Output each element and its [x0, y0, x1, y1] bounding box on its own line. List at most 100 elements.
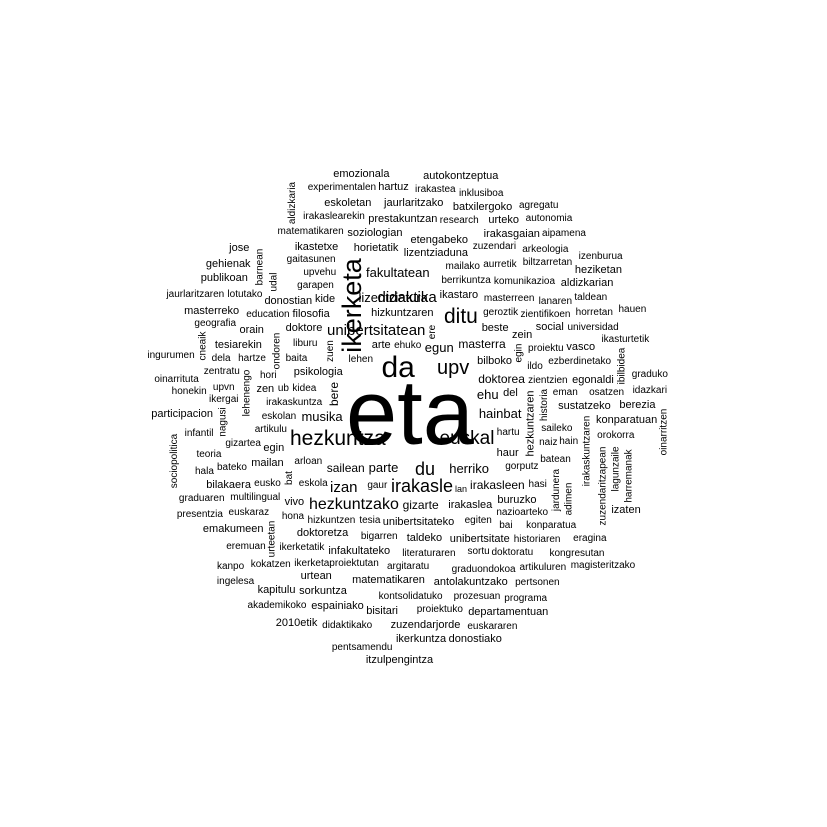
cloud-word: arloan	[294, 455, 323, 467]
cloud-word: masterra	[458, 337, 506, 352]
cloud-word: etengabeko	[410, 233, 468, 246]
cloud-word: sustatzeko	[558, 400, 611, 413]
cloud-word: geografia	[194, 318, 237, 330]
cloud-word: agregatu	[518, 200, 559, 212]
cloud-word: doktorea	[478, 372, 525, 387]
cloud-word: donostiako	[448, 633, 502, 646]
cloud-word: pentsamendu	[331, 641, 393, 653]
cloud-word: berrikuntza	[441, 274, 491, 286]
cloud-word: lanaren	[538, 296, 573, 308]
cloud-word: multilingual	[230, 492, 281, 504]
cloud-word: ehu	[476, 387, 499, 403]
cloud-word: irakasleen	[470, 478, 525, 493]
cloud-word: autokontzeptua	[423, 170, 499, 183]
cloud-word: nagusi	[217, 407, 229, 437]
cloud-word: taldean	[574, 292, 608, 304]
cloud-word: nazioarteko	[496, 507, 549, 519]
cloud-word: udal	[267, 272, 279, 292]
cloud-word: liburu	[293, 337, 318, 349]
cloud-word: irakaslea	[448, 498, 493, 511]
cloud-word: horretan	[575, 307, 613, 319]
cloud-word: irakaslearekin	[303, 211, 365, 222]
cloud-word: bilboko	[477, 354, 513, 367]
cloud-word: lehen	[348, 353, 373, 365]
cloud-word: lagunzaile	[610, 446, 622, 492]
cloud-word: eragina	[573, 533, 607, 545]
cloud-word: ikerkuntza	[395, 632, 447, 645]
cloud-word: upv	[437, 357, 470, 379]
cloud-word: hasi	[528, 478, 547, 490]
cloud-word: itzulpengintza	[365, 654, 434, 667]
cloud-word: filosofia	[292, 307, 330, 320]
cloud-word: biltzarretan	[522, 256, 573, 268]
cloud-word: sailean	[326, 460, 365, 475]
cloud-word: gehienak	[205, 257, 251, 270]
cloud-word: kontsolidatuko	[378, 590, 443, 602]
cloud-word: idazkari	[632, 385, 668, 397]
cloud-word: emakumeen	[202, 523, 264, 536]
cloud-word: proiektuko	[416, 604, 463, 616]
cloud-word: upvn	[212, 381, 235, 393]
cloud-word: orokorra	[597, 429, 635, 441]
cloud-word: tesiarekin	[214, 339, 262, 352]
cloud-word: kongresutan	[549, 547, 605, 559]
cloud-word: ingurumen	[147, 350, 195, 362]
cloud-word: lizentziatura	[358, 289, 428, 305]
cloud-word: hezkuntzaren	[524, 390, 537, 457]
cloud-word: aurretik	[483, 259, 517, 271]
cloud-word: izaten	[611, 503, 641, 516]
cloud-word: saileko	[541, 423, 573, 435]
cloud-word: eremuan	[226, 540, 266, 552]
cloud-word: zuzendari	[472, 241, 517, 253]
cloud-word: haur	[496, 446, 519, 459]
cloud-word: zientzien	[528, 374, 568, 386]
cloud-word: teoria	[196, 448, 222, 460]
cloud-word: programa	[504, 593, 548, 605]
cloud-word: barnean	[253, 248, 265, 286]
cloud-word: gizartea	[225, 438, 261, 450]
cloud-word: unibertsitate	[449, 532, 510, 545]
cloud-word: hartze	[238, 352, 266, 364]
cloud-word: didaktikako	[322, 619, 373, 631]
cloud-word: garapen	[297, 280, 334, 292]
cloud-word: lehenengo	[240, 369, 252, 416]
cloud-word: aldizkarian	[560, 277, 614, 290]
cloud-word: bigarren	[360, 531, 398, 543]
cloud-word: magisteritzako	[570, 560, 636, 572]
cloud-word: prestakuntzan	[368, 212, 438, 225]
cloud-word: ingelesa	[216, 576, 255, 588]
cloud-word: komunikazioa	[493, 275, 556, 287]
cloud-word: lotutako	[227, 288, 263, 300]
cloud-word: hizkuntzaren	[371, 307, 434, 319]
cloud-word: zuzendaritzapean	[597, 446, 609, 526]
cloud-word: aldizkaria	[287, 182, 299, 225]
cloud-word: upvehu	[303, 266, 337, 278]
cloud-word: eta	[346, 362, 474, 464]
cloud-word: hainbat	[478, 406, 522, 422]
cloud-word: bateko	[216, 462, 247, 474]
cloud-word: oinarritzen	[658, 408, 670, 456]
cloud-word: graduaren	[178, 493, 225, 505]
cloud-word: kapitulu	[257, 583, 296, 596]
cloud-word: arte	[371, 338, 391, 351]
cloud-word: graduondokoa	[451, 564, 516, 576]
cloud-word: osatzen	[589, 387, 625, 399]
cloud-word: doktore	[285, 322, 323, 335]
cloud-word: buruzko	[497, 493, 537, 506]
cloud-word: cneaik	[197, 331, 209, 361]
cloud-word: izan	[330, 478, 358, 496]
cloud-word: irakaskuntza	[266, 396, 323, 408]
cloud-word: sorkuntza	[299, 584, 347, 597]
cloud-word: didaktika	[377, 288, 437, 306]
cloud-word: egin	[263, 441, 285, 454]
cloud-word: honekin	[171, 385, 207, 397]
cloud-word: lizentziaduna	[403, 247, 468, 260]
cloud-word: ikastaro	[439, 289, 479, 302]
cloud-word: dela	[211, 352, 231, 364]
cloud-word: da	[381, 351, 415, 384]
cloud-word: bilakaera	[206, 479, 251, 492]
cloud-word: literaturaren	[402, 548, 456, 560]
cloud-word: hauen	[618, 304, 647, 316]
cloud-word: doktoretza	[296, 527, 349, 540]
cloud-word: hona	[281, 511, 305, 523]
